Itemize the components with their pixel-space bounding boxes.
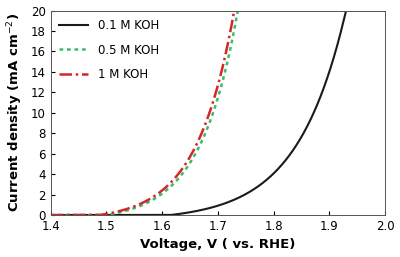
0.5 M KOH [383,9,388,12]
1 M KOH [323,9,328,12]
1 M KOH [48,214,53,217]
0.5 M KOH [109,213,114,216]
1 M KOH [176,172,181,176]
0.5 M KOH [48,214,53,217]
0.1 M KOH [298,137,303,141]
0.5 M KOH [298,9,303,12]
1 M KOH [383,9,388,12]
0.5 M KOH [323,9,328,12]
0.5 M KOH [266,9,271,12]
1 M KOH [298,9,303,12]
1 M KOH [249,9,254,12]
0.1 M KOH [266,177,270,180]
Line: 0.5 M KOH: 0.5 M KOH [50,11,385,215]
Line: 1 M KOH: 1 M KOH [50,11,385,215]
0.1 M KOH [109,214,114,217]
0.1 M KOH [323,81,328,84]
0.5 M KOH [176,177,181,180]
0.1 M KOH [344,9,348,12]
Legend: 0.1 M KOH, 0.5 M KOH, 1 M KOH: 0.1 M KOH, 0.5 M KOH, 1 M KOH [54,14,164,86]
0.1 M KOH [48,214,53,217]
0.1 M KOH [176,213,181,216]
0.5 M KOH [236,9,240,12]
0.5 M KOH [249,9,254,12]
1 M KOH [266,9,271,12]
0.1 M KOH [249,189,254,192]
Line: 0.1 M KOH: 0.1 M KOH [50,11,385,215]
X-axis label: Voltage, V ( vs. RHE): Voltage, V ( vs. RHE) [140,238,296,251]
1 M KOH [109,212,114,215]
1 M KOH [232,9,237,12]
0.1 M KOH [383,9,388,12]
Y-axis label: Current density (mA cm$^{-2}$): Current density (mA cm$^{-2}$) [6,13,25,212]
